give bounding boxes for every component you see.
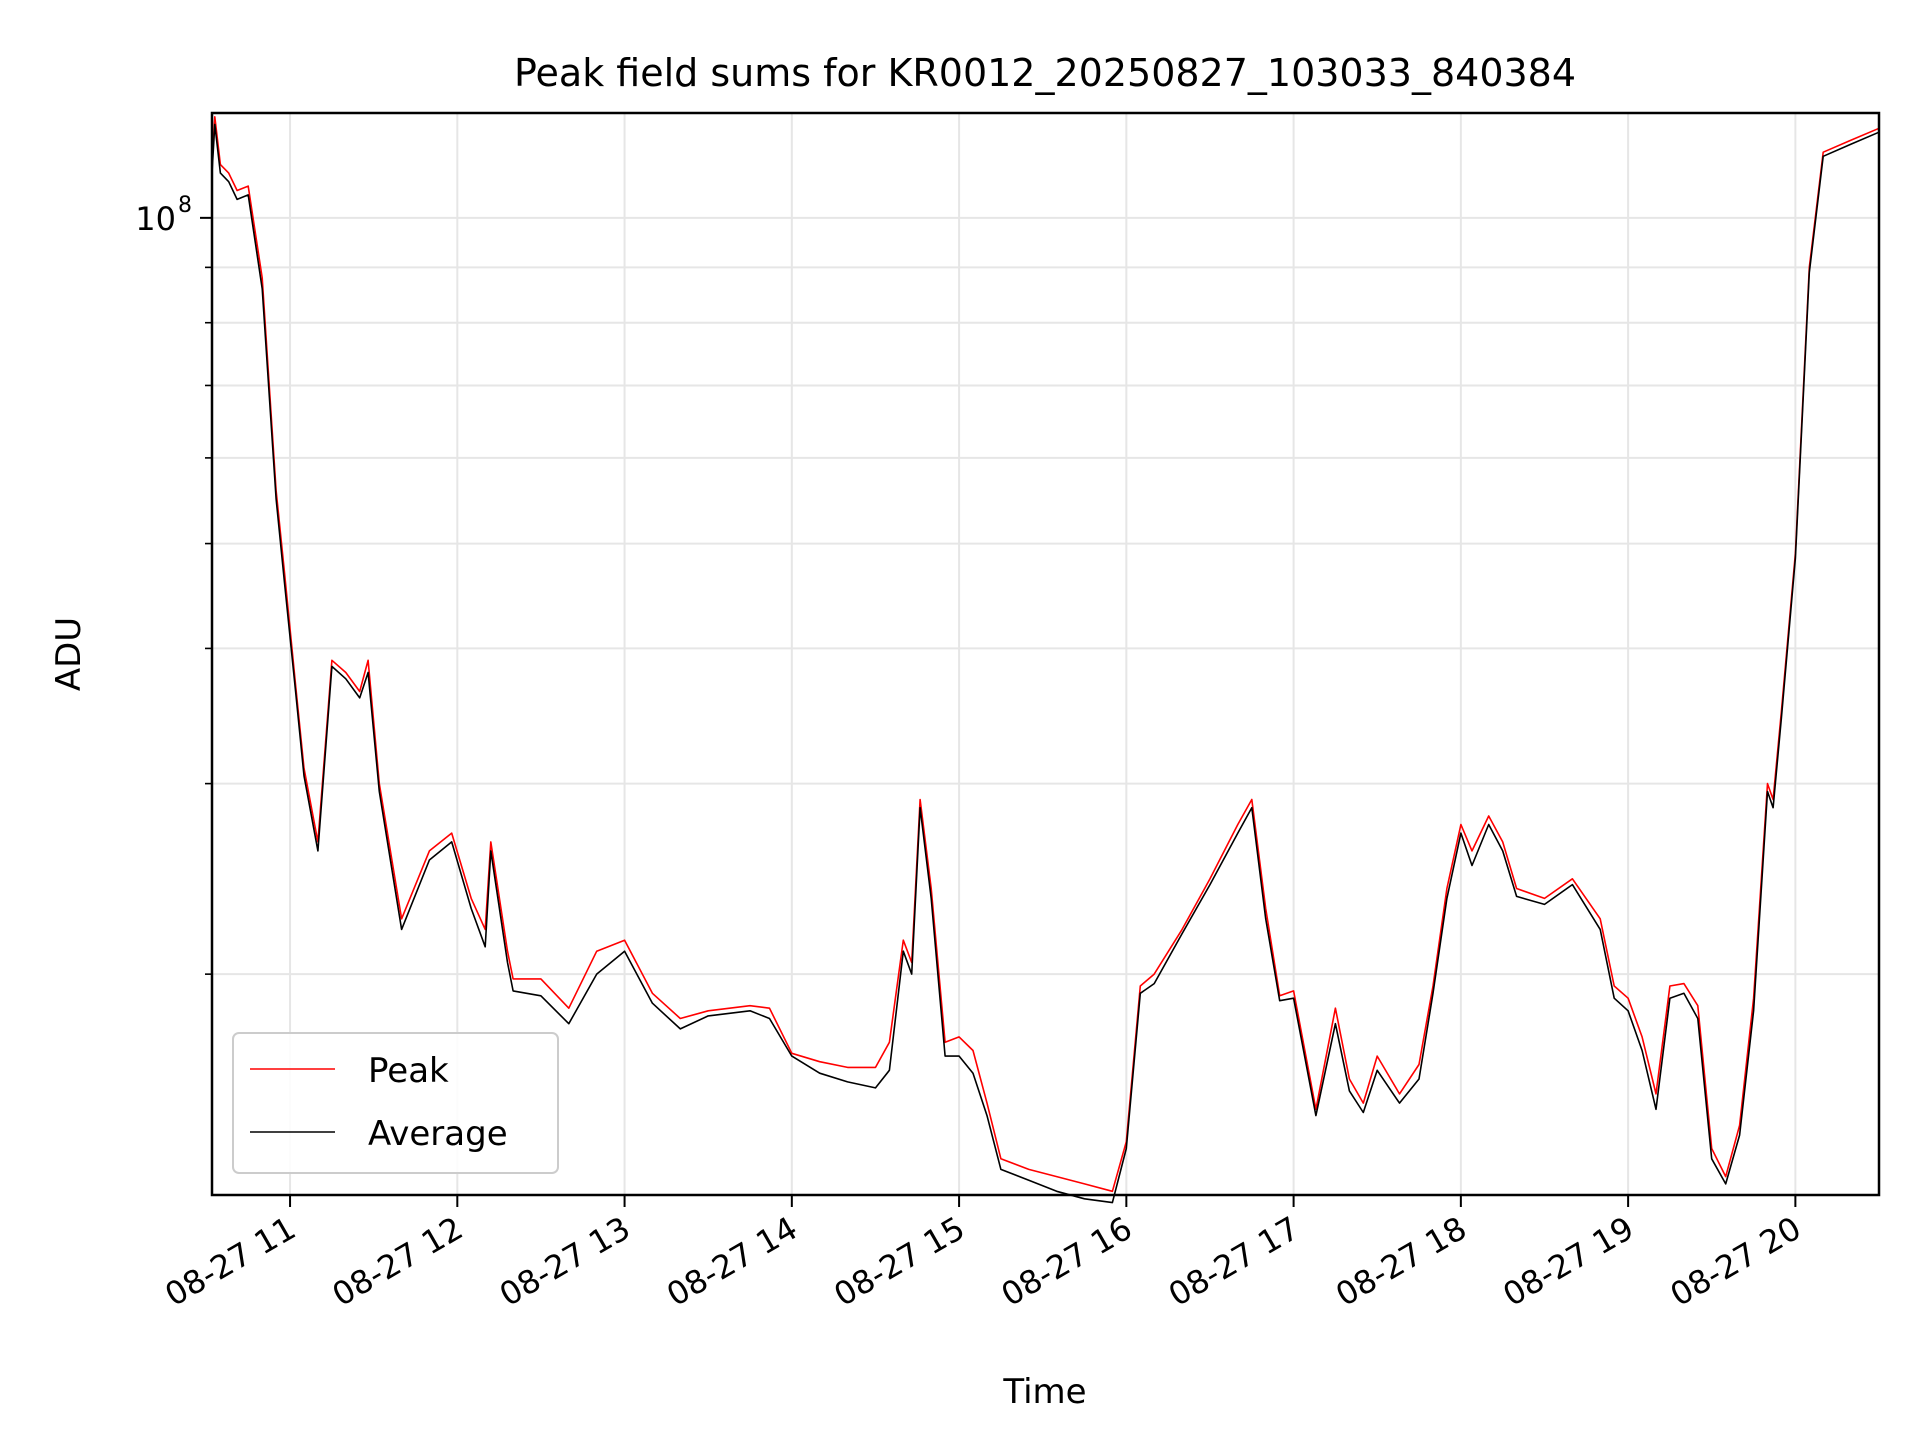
chart-title: Peak field sums for KR0012_20250827_1030… [514,51,1576,95]
legend: Peak Average [232,1032,559,1174]
x-axis-label: Time [1002,1372,1086,1412]
y-tick-label-exponent: 8 [178,193,192,218]
series-line-average [211,123,1880,1204]
legend-label-average: Average [368,1114,508,1154]
y-axis-label: ADU [49,617,89,691]
y-axis: 10 8 [135,193,212,975]
plot-frame [210,111,1881,1197]
y-tick-label-base: 10 [135,200,176,238]
legend-box [232,1032,559,1174]
series-line-peak [211,116,1880,1193]
series-layer [211,116,1880,1204]
legend-label-peak: Peak [368,1051,449,1091]
grid [212,113,1879,1195]
